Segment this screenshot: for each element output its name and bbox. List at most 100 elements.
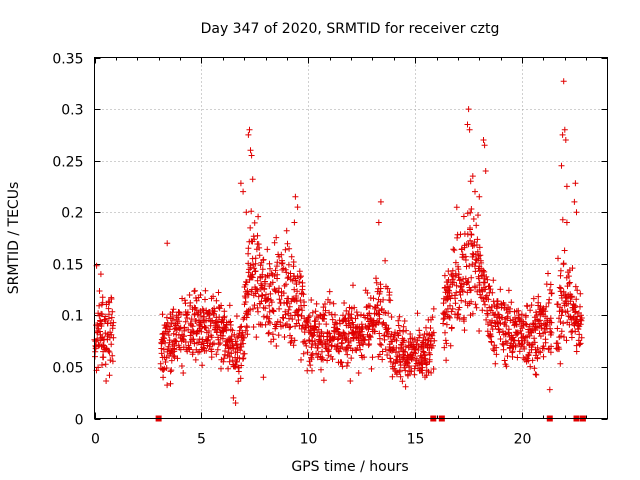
data-point	[375, 219, 382, 226]
data-point	[446, 314, 453, 321]
data-point	[501, 302, 508, 308]
data-point	[168, 367, 175, 374]
data-point	[423, 361, 430, 368]
data-point	[350, 321, 357, 328]
data-point	[346, 320, 353, 327]
data-point	[447, 302, 453, 309]
data-point	[105, 305, 112, 312]
data-point	[329, 316, 336, 323]
data-point	[94, 336, 101, 343]
data-point	[466, 126, 473, 133]
data-point	[184, 315, 191, 321]
data-point	[522, 314, 529, 320]
data-point	[457, 284, 464, 291]
data-point	[451, 247, 458, 254]
data-point	[261, 285, 268, 292]
data-point	[164, 382, 171, 389]
data-point	[397, 373, 404, 380]
data-point	[231, 331, 238, 338]
data-point	[428, 369, 435, 376]
data-point	[316, 321, 323, 327]
data-point	[376, 315, 383, 322]
data-point	[400, 323, 407, 330]
data-point	[548, 343, 555, 350]
data-point	[276, 296, 283, 303]
data-point	[213, 351, 220, 358]
data-point	[163, 314, 170, 321]
data-point	[468, 287, 474, 293]
data-point	[571, 198, 578, 205]
data-point	[483, 316, 490, 323]
data-point	[574, 287, 581, 294]
data-point	[368, 365, 375, 372]
data-point	[282, 311, 289, 318]
data-point	[109, 308, 116, 315]
data-point	[316, 338, 323, 345]
data-point	[488, 338, 495, 345]
data-point	[379, 321, 386, 327]
data-point	[106, 372, 113, 379]
data-point	[229, 342, 236, 349]
data-point	[227, 322, 234, 328]
data-point	[540, 353, 547, 360]
data-point	[508, 340, 515, 347]
data-point	[479, 307, 486, 314]
data-point	[215, 341, 222, 348]
data-point	[453, 204, 460, 211]
data-point	[252, 268, 259, 275]
data-point	[464, 121, 471, 128]
data-point	[216, 324, 223, 331]
data-point	[248, 208, 255, 215]
data-point	[245, 245, 252, 252]
data-point	[245, 250, 252, 257]
data-point	[559, 131, 566, 138]
x-tick-label: 15	[407, 432, 425, 448]
data-point	[376, 351, 383, 358]
data-point	[556, 284, 563, 291]
data-point	[171, 343, 178, 349]
data-point	[496, 329, 503, 336]
data-point	[473, 304, 480, 311]
data-point	[573, 348, 580, 355]
data-point	[396, 313, 403, 320]
data-point	[342, 332, 349, 338]
data-point	[216, 314, 223, 321]
data-point	[191, 340, 198, 347]
data-point	[254, 288, 261, 294]
data-point	[170, 306, 177, 313]
data-point	[459, 287, 465, 293]
data-point	[488, 322, 495, 329]
data-point	[169, 317, 176, 324]
data-point	[501, 357, 508, 364]
y-tick-label: 0.35	[52, 52, 83, 68]
data-point	[257, 262, 264, 269]
data-point	[576, 341, 583, 348]
data-point	[226, 302, 233, 309]
data-point	[280, 315, 287, 322]
data-point	[460, 213, 467, 220]
data-point	[497, 336, 504, 342]
data-point	[461, 244, 468, 251]
data-point	[573, 209, 580, 216]
data-point	[535, 299, 542, 306]
data-point	[430, 329, 437, 336]
data-point	[344, 359, 351, 366]
data-point	[267, 320, 273, 326]
data-point	[214, 346, 221, 353]
data-point	[288, 253, 295, 260]
data-point	[489, 326, 496, 333]
data-point	[211, 308, 218, 315]
data-point	[347, 378, 354, 384]
data-point	[191, 310, 198, 317]
data-point	[297, 297, 304, 304]
data-point	[273, 321, 280, 328]
data-point	[241, 350, 248, 357]
data-point	[247, 147, 254, 154]
data-point	[449, 305, 456, 312]
data-point	[399, 378, 406, 385]
data-point	[416, 332, 423, 339]
data-point	[245, 131, 252, 138]
data-point	[273, 343, 280, 349]
data-point	[266, 260, 273, 267]
data-point	[570, 315, 577, 322]
